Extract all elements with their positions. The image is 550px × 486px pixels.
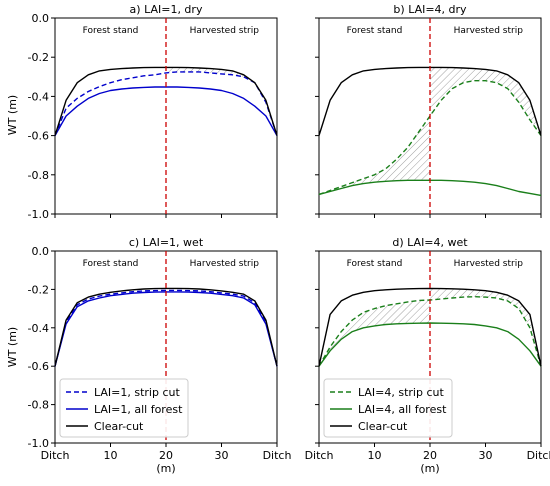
x-tick-label: Ditch [305, 449, 334, 462]
y-axis-label-bottom: WT (m) [6, 327, 19, 367]
panel-1: b) LAI=4, dry Forest stand Harvested strip [315, 3, 542, 218]
y-axis-label-top: WT (m) [6, 95, 19, 135]
hatch-harvested-region [430, 67, 541, 136]
y-tick-label: 0.0 [32, 12, 50, 25]
y-tick-label: -0.4 [28, 90, 49, 103]
panel-title: a) LAI=1, dry [130, 3, 203, 16]
x-axis-label-right: (m) [420, 462, 439, 475]
y-tick-label: -0.8 [28, 399, 49, 412]
series-line-0 [54, 289, 278, 367]
region-label-harvested: Harvested strip [454, 259, 524, 269]
y-tick-label: -0.8 [28, 169, 49, 182]
series-line-0 [54, 71, 278, 136]
legend-entry: LAI=4, strip cut [358, 386, 444, 399]
legend-entry: LAI=4, all forest [358, 403, 447, 416]
series-line-2 [318, 287, 542, 367]
panel-3: d) LAI=4, wet Forest stand Harvested strip… [305, 236, 550, 462]
x-tick-label: 10 [368, 449, 382, 462]
panel-2: c) LAI=1, wet Forest stand Harvested strip… [28, 236, 292, 462]
hatch-harvested-region [430, 288, 541, 367]
legend-entry: LAI=1, strip cut [94, 386, 180, 399]
y-tick-label: -0.2 [28, 283, 49, 296]
region-label-harvested: Harvested strip [190, 26, 260, 36]
y-tick-label: 0.0 [32, 245, 50, 258]
hatch-harvested-region [166, 67, 277, 136]
region-label-forest: Forest stand [83, 26, 139, 36]
y-tick-label: -1.0 [28, 208, 49, 221]
panel-0: a) LAI=1, dry Forest stand Harvested strip… [28, 3, 278, 221]
x-tick-label: Ditch [41, 449, 70, 462]
y-tick-label: -0.6 [28, 360, 49, 373]
legend-entry: LAI=1, all forest [94, 403, 183, 416]
x-tick-label: 10 [104, 449, 118, 462]
panel-title: c) LAI=1, wet [129, 236, 204, 249]
hatch-forest-region [319, 300, 430, 367]
region-label-forest: Forest stand [347, 259, 403, 269]
panel-title: b) LAI=4, dry [393, 3, 467, 16]
x-tick-label: 20 [423, 449, 437, 462]
region-label-harvested: Harvested strip [454, 26, 524, 36]
region-label-harvested: Harvested strip [190, 259, 260, 269]
x-tick-label: Ditch [527, 449, 550, 462]
hatch-forest-region [319, 116, 430, 195]
y-tick-label: -0.4 [28, 322, 49, 335]
x-tick-label: 30 [479, 449, 493, 462]
legend-box [59, 378, 189, 438]
region-label-forest: Forest stand [347, 26, 403, 36]
legend-entry: Clear-cut [94, 420, 144, 433]
x-axis-label-left: (m) [156, 462, 175, 475]
x-tick-label: 30 [215, 449, 229, 462]
legend-entry: Clear-cut [358, 420, 408, 433]
legend-box [323, 378, 453, 438]
y-tick-label: -0.6 [28, 130, 49, 143]
series-line-2 [54, 287, 278, 367]
x-tick-label: 20 [159, 449, 173, 462]
y-tick-label: -0.2 [28, 51, 49, 64]
panel-title: d) LAI=4, wet [392, 236, 468, 249]
region-label-forest: Forest stand [83, 259, 139, 269]
legend: LAI=4, strip cut LAI=4, all forest Clear-c… [323, 378, 453, 438]
x-tick-label: Ditch [263, 449, 292, 462]
y-tick-label: -1.0 [28, 437, 49, 450]
legend: LAI=1, strip cut LAI=1, all forest Clear-c… [59, 378, 189, 438]
